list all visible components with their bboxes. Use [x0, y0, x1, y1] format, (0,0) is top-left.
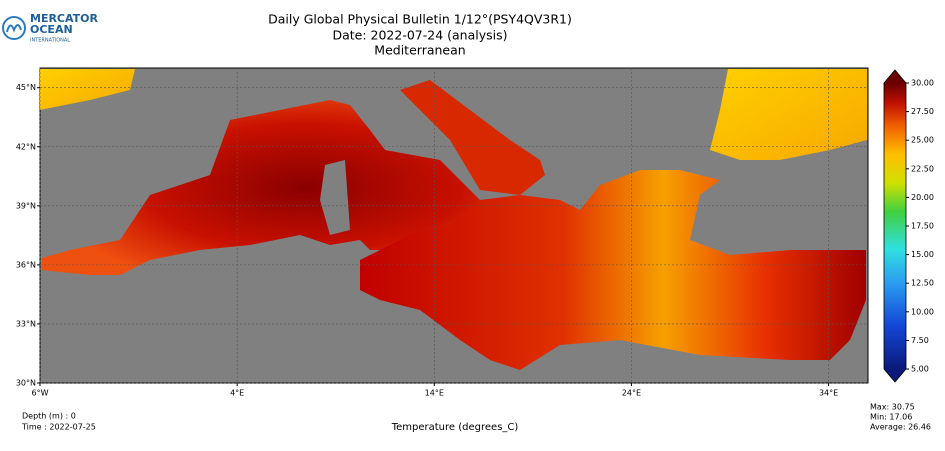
map-axes: 6°W 4°E 14°E 24°E 34°E 30°N 33°N 36°N 39°N 42°N 45… — [16, 68, 868, 398]
x-tick-label: 34°E — [819, 389, 838, 398]
colorbar-tick-label: 10.00 — [911, 307, 934, 316]
island — [320, 160, 350, 235]
y-tick-label: 39°N — [16, 201, 36, 210]
colorbar-min-arrow — [884, 369, 906, 382]
logo-text: OCEAN — [30, 23, 73, 36]
colorbar-tick-label: 27.50 — [911, 107, 934, 116]
logo-icon — [2, 16, 26, 40]
depth: Depth (m) : 0 — [22, 412, 76, 421]
black-sea — [710, 69, 867, 160]
time: Time : 2022-07-25 — [21, 423, 96, 432]
colorbar-tick-label: 12.50 — [911, 279, 934, 288]
min: Min: 17.06 — [870, 413, 912, 422]
x-tick-label: 14°E — [425, 389, 444, 398]
adriatic — [400, 80, 545, 195]
colorbar-tick-label: 25.00 — [911, 136, 934, 145]
colorbar-tick-label: 20.00 — [911, 193, 934, 202]
colorbar-tick-label: 15.00 — [911, 250, 934, 259]
max: Max: 30.75 — [870, 403, 915, 412]
average: Average: 26.46 — [870, 423, 931, 432]
x-tick-label: 4°E — [230, 389, 244, 398]
y-tick-label: 33°N — [16, 319, 36, 328]
sea — [40, 69, 867, 370]
region: Mediterranean — [374, 43, 465, 58]
variable: Temperature (degrees_C) — [391, 422, 519, 433]
subtitle: Date: 2022-07-24 (analysis) — [332, 28, 507, 43]
eastern-basin — [360, 170, 866, 370]
x-tick-label: 24°E — [622, 389, 641, 398]
colorbar-tick-label: 7.50 — [911, 336, 929, 345]
title: Daily Global Physical Bulletin 1/12°(PSY… — [268, 12, 572, 27]
logo-text: MERCATOR — [30, 12, 99, 25]
logo-text: INTERNATIONAL — [30, 38, 70, 44]
colorbar-axis: 5.00 7.50 10.00 12.50 15.00 17.50 20.00 22.50 25… — [906, 79, 934, 374]
y-tick-label: 42°N — [16, 142, 36, 151]
colorbar-tick-label: 5.00 — [911, 365, 929, 374]
colorbar — [884, 83, 906, 369]
western-basin — [42, 100, 480, 275]
y-tick-label: 36°N — [16, 260, 36, 269]
atlantic — [40, 69, 135, 110]
colorbar-tick-label: 30.00 — [911, 79, 934, 88]
x-tick-label: 6°W — [32, 389, 49, 398]
logo-wave — [6, 24, 22, 33]
colorbar-max-arrow — [884, 70, 906, 83]
colorbar-tick-label: 22.50 — [911, 164, 934, 173]
logo: MERCATOR OCEAN INTERNATIONAL — [2, 12, 99, 44]
colorbar-tick-label: 17.50 — [911, 222, 934, 231]
y-tick-label: 30°N — [16, 379, 36, 388]
y-tick-label: 45°N — [16, 83, 36, 92]
